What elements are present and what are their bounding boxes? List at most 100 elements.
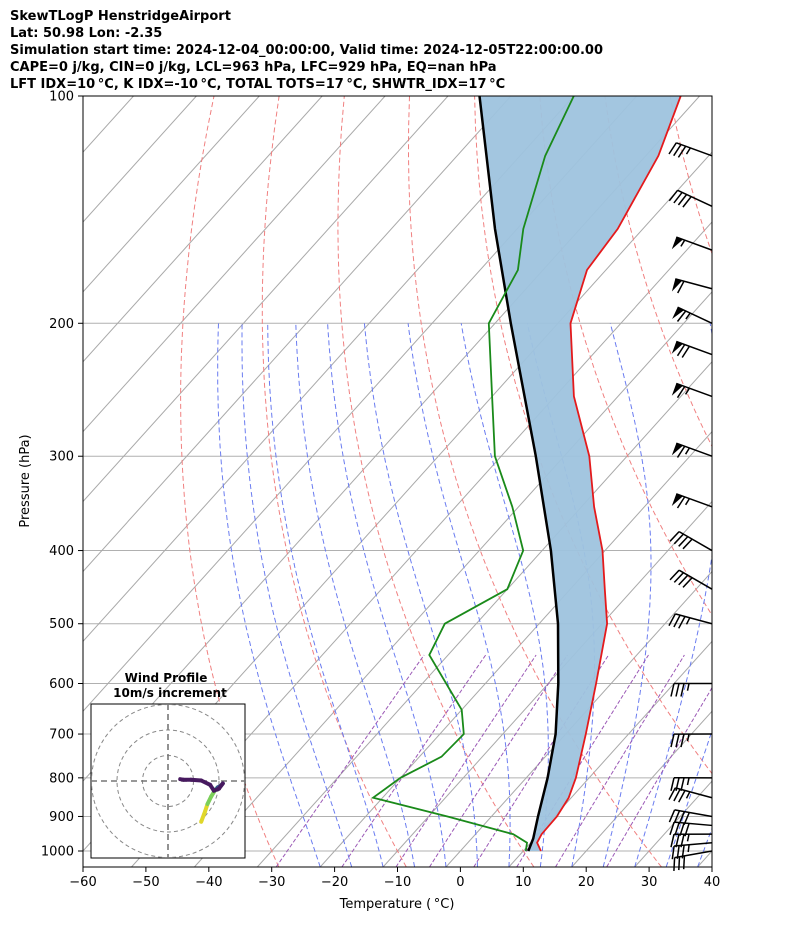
isotherm-gridline bbox=[382, 500, 712, 867]
dry-adiabat bbox=[669, 96, 712, 256]
wind-barb-full bbox=[680, 733, 685, 748]
wind-barb-shaft bbox=[677, 189, 713, 208]
wind-barb-full bbox=[668, 189, 679, 202]
wind-barb-full bbox=[675, 683, 680, 697]
wind-barb-full bbox=[676, 386, 686, 399]
wind-barb-full bbox=[675, 834, 680, 848]
wind-barb-full bbox=[669, 821, 675, 836]
isotherm-gridline bbox=[83, 96, 575, 643]
wind-barb-full bbox=[668, 787, 676, 801]
x-tick-label: 20 bbox=[578, 875, 595, 890]
x-axis-label: Temperature ( °C) bbox=[339, 897, 455, 912]
wind-barb bbox=[669, 569, 713, 590]
wind-barb-full bbox=[673, 144, 682, 157]
wind-barb-full bbox=[673, 572, 684, 583]
title-times: Simulation start time: 2024-12-04_00:00:… bbox=[10, 43, 603, 58]
cape-fill-layer bbox=[479, 96, 681, 851]
wind-barb-full bbox=[675, 777, 680, 791]
y-tick-label: 1000 bbox=[41, 845, 74, 860]
wind-barb-full bbox=[676, 845, 680, 859]
wind-barb bbox=[670, 682, 713, 697]
wind-barb-full bbox=[682, 538, 693, 550]
wind-barb-pennant bbox=[671, 493, 683, 506]
wind-barb-full bbox=[673, 788, 681, 802]
wind-barb bbox=[673, 850, 713, 871]
wind-barb-shaft bbox=[674, 850, 713, 859]
moist-adiabat bbox=[407, 323, 511, 867]
wind-barb-full bbox=[670, 777, 675, 791]
wind-barb-full bbox=[670, 834, 675, 848]
wind-barb-full bbox=[668, 142, 677, 155]
isotherm-gridline bbox=[83, 96, 323, 363]
wind-barb-full bbox=[673, 857, 676, 871]
wind-barb-full bbox=[669, 531, 680, 542]
temperature-line bbox=[536, 96, 682, 852]
wind-barb bbox=[671, 382, 713, 399]
wind-barb-half bbox=[686, 733, 690, 742]
dry-adiabat bbox=[735, 96, 794, 867]
isotherm-gridline bbox=[83, 96, 512, 573]
wind-profile-inset: Wind Profile 10m/s increment bbox=[90, 671, 246, 859]
wind-barb-full bbox=[678, 616, 686, 629]
wind-barb-half bbox=[684, 498, 691, 506]
mixing-ratio-line bbox=[473, 654, 610, 867]
wind-barb-full bbox=[673, 191, 683, 204]
wind-barb-pennant bbox=[671, 341, 683, 354]
wind-barb-full bbox=[682, 577, 693, 588]
y-tick-label: 100 bbox=[49, 90, 74, 105]
wind-barb-full bbox=[674, 822, 680, 836]
wind-barb-half bbox=[685, 312, 691, 320]
x-tick-label: 30 bbox=[641, 875, 658, 890]
moist-adiabat bbox=[327, 323, 447, 867]
wind-barb-pennant bbox=[671, 383, 683, 396]
isotherm-gridline bbox=[256, 361, 712, 867]
wind-barb bbox=[671, 340, 713, 358]
wind-barb-pennant bbox=[671, 237, 683, 250]
wind-barb-half bbox=[684, 447, 691, 455]
wind-barb-full bbox=[673, 614, 681, 628]
y-tick-label: 200 bbox=[49, 317, 74, 332]
wind-barb-half bbox=[680, 239, 686, 247]
isotherm-gridline bbox=[508, 640, 712, 867]
y-tick-label: 600 bbox=[49, 677, 74, 692]
title-stability-indices: CAPE=0 j/kg, CIN=0 j/kg, LCL=963 hPa, LF… bbox=[10, 60, 497, 75]
moist-adiabat bbox=[241, 323, 353, 867]
wind-barb-half bbox=[687, 844, 690, 853]
wind-barb-half bbox=[686, 683, 690, 691]
mixing-ratio-line bbox=[555, 654, 685, 867]
x-tick-label: −20 bbox=[321, 875, 348, 890]
wind-barb-shaft bbox=[677, 306, 713, 324]
wind-barb-pennant bbox=[672, 307, 684, 319]
mixing-ratio-line bbox=[606, 686, 712, 867]
wind-barb bbox=[669, 530, 713, 552]
wind-barb bbox=[672, 306, 713, 324]
wind-barb bbox=[671, 278, 713, 294]
x-tick-label: −40 bbox=[195, 875, 222, 890]
wind-barb-full bbox=[676, 445, 686, 458]
dry-adiabat bbox=[337, 96, 535, 867]
wind-barb bbox=[668, 809, 713, 825]
isotherm-gridline bbox=[319, 430, 712, 867]
moist-adiabat bbox=[665, 728, 712, 867]
mixing-ratio-line bbox=[395, 654, 537, 867]
wind-barb bbox=[670, 777, 713, 791]
dewpoint-line bbox=[371, 96, 575, 852]
isotherm-gridline bbox=[83, 96, 386, 433]
dry-adiabat bbox=[604, 96, 712, 448]
wind-barb bbox=[671, 493, 713, 509]
y-tick-label: 300 bbox=[49, 450, 74, 465]
wind-barb-half bbox=[685, 147, 692, 155]
wind-barb-full bbox=[677, 280, 685, 294]
wind-barb bbox=[670, 833, 713, 848]
wind-barb-full bbox=[675, 733, 680, 748]
isotherm-gridline bbox=[131, 221, 712, 867]
wind-barb-half bbox=[685, 617, 691, 625]
wind-barb bbox=[671, 442, 713, 458]
wind-barb-shaft bbox=[674, 809, 713, 818]
series-layer bbox=[371, 96, 682, 852]
wind-barb-shaft bbox=[676, 142, 713, 157]
wind-barb-full bbox=[681, 844, 685, 859]
wind-barb bbox=[671, 841, 713, 860]
y-tick-label: 500 bbox=[49, 617, 74, 632]
wind-barb-shaft bbox=[675, 613, 713, 625]
